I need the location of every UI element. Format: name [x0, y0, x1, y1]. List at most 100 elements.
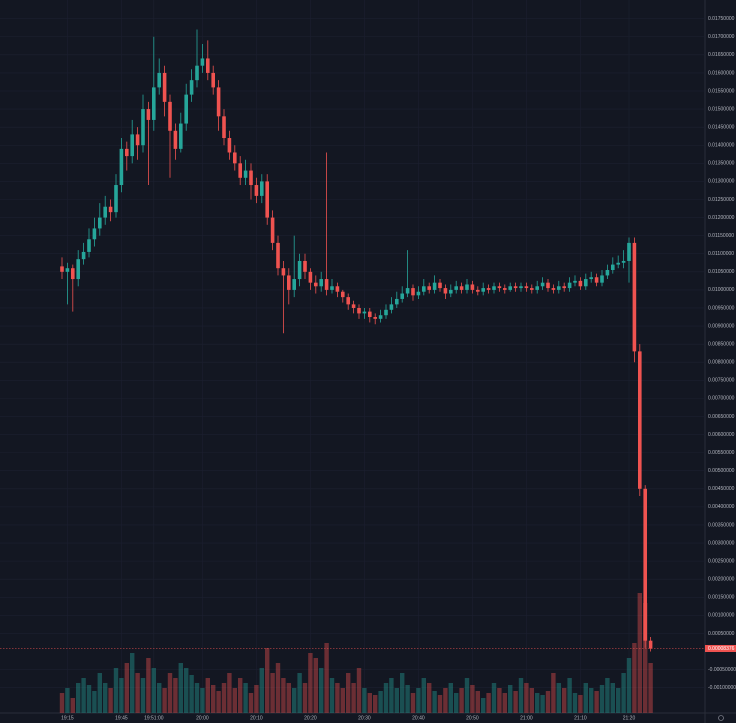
candle-body [508, 286, 512, 290]
candle-body [233, 152, 237, 164]
volume-bar [232, 688, 237, 713]
volume-bar [119, 678, 124, 713]
candle-body [373, 317, 377, 319]
y-tick-label: 0.00800000 [708, 360, 735, 366]
volume-bar [567, 678, 572, 713]
volume-bar [113, 668, 119, 713]
candle-body [98, 217, 102, 229]
candle-body [513, 286, 518, 289]
volume-bar [626, 658, 632, 713]
candle-body [427, 286, 431, 290]
y-tick-label: 0.00950000 [708, 305, 735, 311]
y-tick-label: 0.00400000 [708, 504, 735, 510]
candle-body [173, 130, 178, 149]
candle-body [389, 304, 394, 310]
candle-body [486, 288, 491, 290]
candle-body [578, 280, 583, 287]
volume-bar [135, 673, 140, 713]
y-tick-label: 0.00350000 [708, 522, 735, 528]
candle-body [492, 286, 496, 290]
volume-bar [556, 683, 561, 713]
candle-body [438, 282, 442, 289]
volume-bar [632, 643, 637, 713]
candle-body [594, 277, 599, 283]
volume-bar [313, 658, 318, 713]
volume-bar [470, 685, 475, 713]
candle-body [60, 266, 64, 272]
candle-body [324, 279, 329, 290]
candle-body [141, 109, 145, 146]
volume-bar [416, 688, 421, 713]
volume-bar [59, 693, 65, 713]
y-tick-label: 0.00200000 [708, 577, 735, 583]
volume-bar [243, 683, 248, 713]
candle-body [184, 94, 188, 124]
candle-body [557, 286, 561, 290]
volume-bar [319, 668, 324, 713]
y-tick-label: 0.01000000 [708, 287, 735, 293]
volume-bar [621, 673, 626, 713]
volume-bar [486, 693, 491, 713]
y-tick-label: 0.00050000 [708, 631, 735, 637]
candle-body [152, 87, 156, 120]
y-tick-label: 0.00150000 [708, 595, 735, 601]
volume-bar [648, 663, 653, 713]
y-tick-label: 0.00100000 [708, 613, 735, 619]
volume-bar [65, 688, 70, 713]
candle-body [65, 268, 70, 272]
volume-bar [562, 688, 567, 713]
volume-bar [545, 691, 551, 713]
volume-bar [400, 673, 405, 713]
candle-body [600, 275, 604, 283]
last-price-box [705, 644, 736, 652]
candle-body [400, 293, 404, 299]
volume-bar [340, 688, 345, 713]
candle-body [584, 279, 588, 287]
volume-bar [286, 683, 291, 713]
volume-bar [173, 678, 178, 713]
volume-bar [275, 663, 281, 713]
settings-icon[interactable] [718, 715, 724, 721]
candle-body [476, 289, 480, 292]
volume-bar [394, 688, 399, 713]
volume-bar [524, 683, 529, 713]
candle-body [632, 242, 637, 352]
volume-bar [383, 683, 389, 713]
volume-bar [540, 695, 545, 713]
candle-body [540, 282, 545, 287]
candle-body [573, 280, 577, 283]
candle-body [238, 163, 242, 178]
y-tick-label: 0.01100000 [708, 251, 734, 257]
volume-bar [356, 668, 362, 713]
volume-bar [254, 685, 259, 713]
candle-body [200, 58, 205, 66]
y-tick-label: 0.01350000 [708, 161, 735, 167]
volume-bar [502, 693, 507, 713]
y-tick-label: 0.00600000 [708, 432, 735, 438]
candle-body [92, 228, 97, 240]
volume-bar [162, 688, 167, 713]
candle-body [411, 288, 415, 296]
volume-bar [443, 688, 448, 713]
candle-body [125, 148, 129, 157]
y-tick-label: 0.00250000 [708, 558, 735, 564]
candle-body [341, 291, 345, 298]
candle-body [292, 279, 296, 290]
candle-body [378, 315, 383, 319]
candle-body [227, 138, 232, 153]
volume-bar [130, 653, 135, 713]
candle-body [211, 72, 215, 88]
candle-body [357, 307, 361, 314]
candle-body [71, 268, 75, 280]
volume-bar [97, 673, 102, 713]
volume-bar [508, 685, 513, 713]
volume-bar [529, 688, 534, 713]
volume-bar [454, 693, 459, 713]
volume-bar [351, 683, 356, 713]
candle-body [195, 65, 199, 81]
candle-body [346, 297, 350, 305]
candle-body [189, 80, 194, 95]
candle-body [443, 288, 448, 294]
y-tick-label: 0.01600000 [708, 70, 735, 76]
volume-bar [535, 693, 540, 713]
